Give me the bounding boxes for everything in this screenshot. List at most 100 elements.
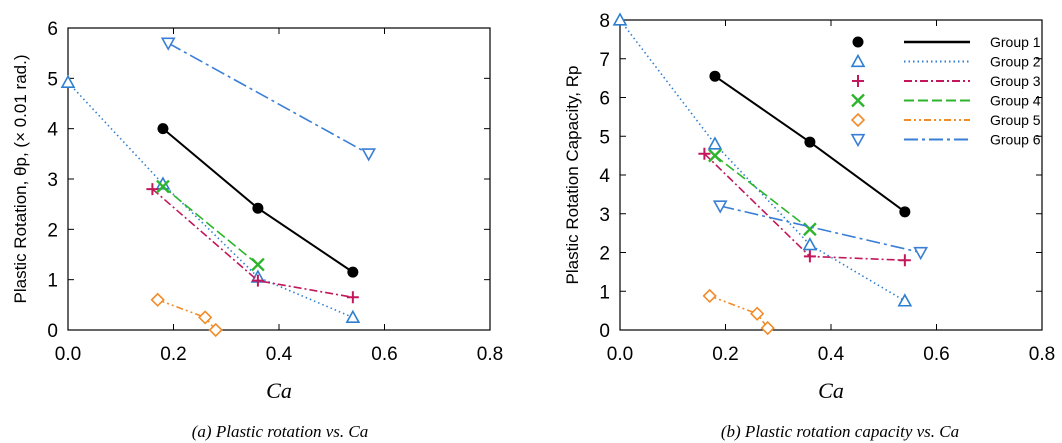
data-point [760, 320, 775, 336]
legend-label: Group 3 [990, 73, 1041, 89]
y-axis-label: Plastic Rotation Capacity, Rp [563, 66, 582, 285]
data-point [346, 291, 359, 304]
data-point [802, 237, 818, 251]
series-group-2 [60, 74, 361, 324]
data-point [702, 288, 717, 304]
series-line [162, 185, 259, 266]
legend-item: Group 3 [852, 73, 1041, 89]
series-group-5 [150, 292, 223, 338]
panel-caption: (a) Plastic rotation vs. Ca [192, 422, 368, 441]
y-tick-label: 0 [47, 321, 58, 342]
data-point [913, 246, 929, 261]
series-line [619, 19, 906, 302]
series-group-4 [708, 148, 817, 237]
legend-item: Group 6 [850, 132, 1041, 148]
series-group-6 [160, 37, 377, 162]
series-group-6 [712, 200, 929, 261]
data-point [707, 136, 723, 150]
legend-marker [852, 36, 864, 48]
data-point [898, 254, 911, 267]
series-group-3 [146, 183, 359, 304]
series-group-4 [156, 179, 265, 272]
legend-item: Group 2 [850, 53, 1041, 70]
data-point [347, 266, 359, 278]
x-tick-label: 0.6 [923, 344, 949, 365]
data-point [612, 12, 628, 26]
data-point [198, 310, 213, 325]
y-axis-label: Plastic Rotation, θp, (× 0.01 rad.) [11, 55, 30, 304]
y-tick-label: 6 [599, 89, 610, 110]
series-group-1 [157, 123, 359, 278]
series-group-3 [698, 147, 911, 267]
legend-item: Group 4 [851, 93, 1041, 109]
data-point [709, 70, 721, 82]
x-tick-label: 0.4 [266, 344, 293, 365]
legend-marker [852, 75, 864, 87]
x-tick-label: 0.2 [160, 344, 186, 365]
plot-frame [619, 19, 1043, 331]
series-line [67, 81, 354, 319]
series-line [720, 205, 921, 254]
legend-marker [850, 53, 866, 68]
data-point [897, 293, 913, 307]
data-point [251, 274, 264, 287]
series-line [167, 42, 370, 155]
x-tick-label: 0.0 [55, 344, 81, 365]
data-point [698, 147, 711, 160]
data-point [157, 123, 169, 135]
data-point [803, 250, 816, 263]
x-tick-label: 0.2 [712, 344, 738, 365]
legend-item: Group 1 [852, 34, 1041, 50]
data-point [156, 179, 170, 194]
legend-label: Group 4 [990, 93, 1041, 109]
data-point [750, 306, 765, 321]
legend-label: Group 5 [990, 112, 1041, 128]
y-tick-label: 1 [47, 271, 58, 292]
y-tick-label: 7 [599, 50, 610, 71]
y-tick-label: 3 [47, 170, 58, 191]
y-tick-label: 4 [599, 166, 610, 187]
y-tick-label: 4 [47, 120, 58, 141]
legend-marker [850, 133, 866, 148]
y-tick-label: 5 [599, 127, 610, 148]
chart-panel-a: 0.0 0.2 0.4 0.6 0.8 0 1 2 3 4 5 6 Plastic Rotation, … [11, 19, 503, 441]
legend-item: Group 5 [850, 112, 1041, 128]
y-tick-label: 3 [599, 205, 610, 226]
data-point [899, 206, 911, 218]
series-line [703, 153, 905, 262]
x-tick-label: 0.8 [477, 344, 503, 365]
data-point [251, 257, 265, 272]
data-point [208, 322, 223, 338]
x-tick-label: 0.8 [1029, 344, 1055, 365]
panel-caption: (b) Plastic rotation capacity vs. Ca [721, 422, 959, 441]
data-point [345, 309, 361, 324]
x-axis-label: Ca [818, 378, 844, 403]
x-axis-label: Ca [266, 378, 292, 403]
data-point [146, 183, 159, 196]
legend-marker [850, 112, 866, 128]
legend: Group 1 Group 2 Group 3 Group 4 Group 5 Group… [850, 34, 1041, 148]
legend-label: Group 1 [990, 34, 1041, 50]
series-group-5 [702, 288, 775, 336]
legend-marker [851, 93, 865, 108]
data-point [252, 202, 264, 214]
x-tick-label: 0.0 [607, 344, 633, 365]
data-point [361, 148, 377, 162]
y-tick-label: 2 [599, 244, 610, 265]
y-tick-label: 6 [47, 19, 58, 40]
data-point [150, 292, 165, 307]
legend-label: Group 6 [990, 132, 1041, 148]
series-group-1 [709, 70, 911, 218]
data-point [60, 74, 76, 88]
y-tick-label: 2 [47, 220, 58, 241]
legend-label: Group 2 [990, 54, 1041, 70]
x-tick-label: 0.6 [371, 344, 397, 365]
y-tick-label: 8 [599, 11, 610, 32]
chart-panel-b: 0.0 0.2 0.4 0.6 0.8 0 1 2 3 4 5 6 7 8 Plastic Rotation… [563, 11, 1055, 441]
series-line [714, 154, 811, 230]
series-line [162, 127, 354, 273]
y-tick-label: 5 [47, 69, 58, 90]
data-point [712, 200, 728, 214]
data-point [804, 136, 816, 148]
